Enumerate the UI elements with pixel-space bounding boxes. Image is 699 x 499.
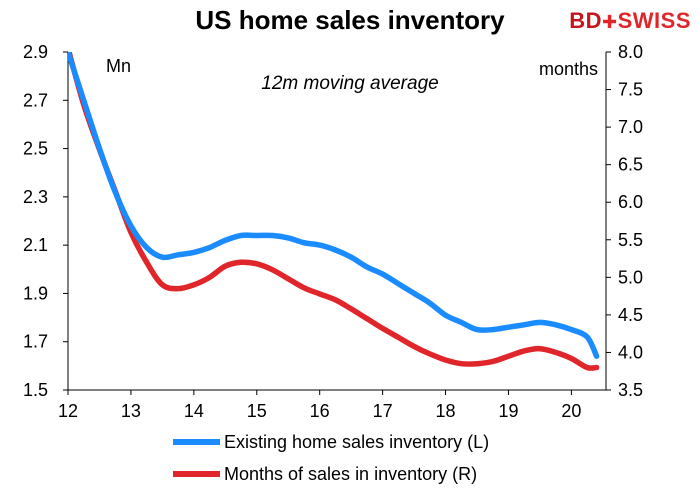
- bdswiss-logo: BD✚SWISS: [569, 8, 691, 34]
- right-tick-label: 4.5: [618, 305, 643, 325]
- right-tick-label: 7.5: [618, 80, 643, 100]
- x-tick-label: 17: [373, 401, 393, 421]
- left-tick-label: 2.3: [23, 187, 48, 207]
- right-tick-label: 4.0: [618, 342, 643, 362]
- right-tick-label: 6.0: [618, 192, 643, 212]
- right-tick-label: 5.5: [618, 230, 643, 250]
- x-tick-label: 15: [247, 401, 267, 421]
- right-tick-label: 3.5: [618, 380, 643, 400]
- x-tick-label: 20: [561, 401, 581, 421]
- left-tick-label: 1.9: [23, 283, 48, 303]
- left-tick-label: 2.7: [23, 90, 48, 110]
- left-tick-label: 1.5: [23, 380, 48, 400]
- right-tick-label: 8.0: [618, 42, 643, 62]
- right-tick-label: 5.0: [618, 267, 643, 287]
- legend: Existing home sales inventory (L) Months …: [173, 432, 489, 484]
- legend-label-months: Months of sales in inventory (R): [224, 464, 477, 484]
- x-tick-label: 13: [121, 401, 141, 421]
- legend-label-existing: Existing home sales inventory (L): [224, 432, 489, 452]
- x-tick-label: 19: [498, 401, 518, 421]
- x-tick-label: 14: [184, 401, 204, 421]
- axes: 1.5 1.7 1.9 2.1 2.3 2.5 2.7 2.9 3.5 4.0 4.5 5.0 5.5 6…: [23, 42, 643, 421]
- x-tick-label: 18: [436, 401, 456, 421]
- left-axis-label: Mn: [106, 56, 131, 76]
- left-tick-label: 1.7: [23, 332, 48, 352]
- existing-inventory-line: [68, 52, 600, 359]
- months-inventory-line: [68, 52, 600, 371]
- logo-cross-icon: ✚: [602, 12, 618, 32]
- series-lines: [68, 52, 600, 371]
- left-tick-label: 2.5: [23, 139, 48, 159]
- logo-text-b: SWISS: [617, 8, 691, 33]
- left-tick-label: 2.9: [23, 42, 48, 62]
- left-tick-label: 2.1: [23, 235, 48, 255]
- chart-title: US home sales inventory: [195, 5, 505, 35]
- right-tick-label: 7.0: [618, 117, 643, 137]
- logo-text-a: BD: [569, 8, 602, 33]
- x-tick-label: 16: [310, 401, 330, 421]
- chart-subtitle: 12m moving average: [261, 73, 439, 94]
- x-tick-label: 12: [58, 401, 78, 421]
- right-tick-label: 6.5: [618, 155, 643, 175]
- right-axis-label: months: [539, 59, 598, 79]
